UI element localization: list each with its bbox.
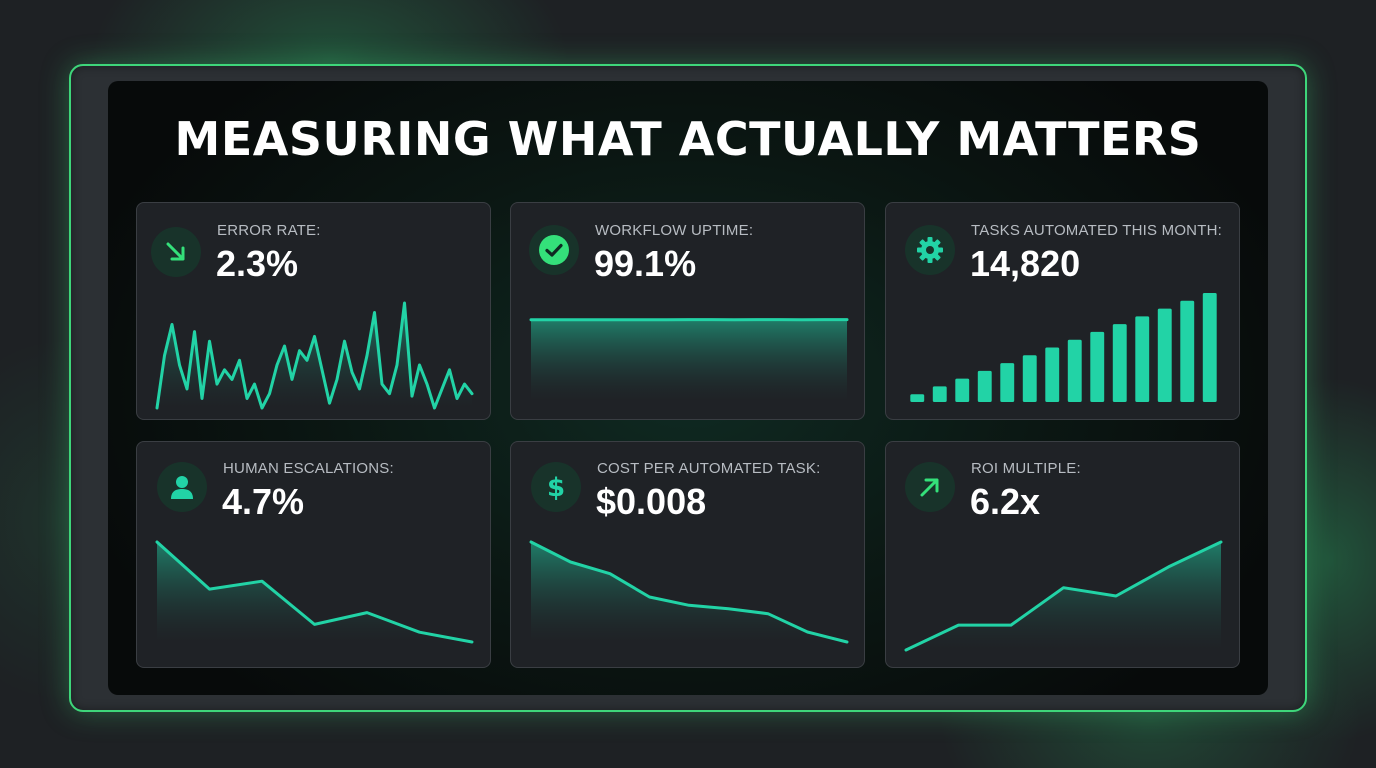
metric-card-cost-per-task[interactable]: $ COST PER AUTOMATED TASK: $0.008 <box>510 441 865 668</box>
workflow-uptime-chart <box>529 318 849 401</box>
metric-value: 2.3% <box>216 243 299 284</box>
series-line <box>529 540 849 644</box>
bar <box>1202 293 1217 402</box>
metric-card-human-escalations[interactable]: HUMAN ESCALATIONS: 4.7% <box>136 441 491 668</box>
bar <box>1000 363 1015 402</box>
metric-value: 99.1% <box>594 243 697 284</box>
area-fill <box>531 542 847 642</box>
area-fill <box>531 319 847 401</box>
area-fill <box>906 542 1221 650</box>
series-line <box>155 301 474 410</box>
metric-card-roi-multiple[interactable]: ROI MULTIPLE: 6.2x <box>885 441 1240 668</box>
page-title: MEASURING WHAT ACTUALLY MATTERS <box>174 112 1202 166</box>
metric-value: 6.2x <box>970 481 1041 522</box>
human-escalations-chart <box>155 540 474 644</box>
metric-card-error-rate[interactable]: ERROR RATE: 2.3% <box>136 202 491 420</box>
bar <box>910 394 925 402</box>
bar <box>1090 331 1105 402</box>
series-line <box>155 540 474 644</box>
cost-per-task-chart <box>529 540 849 644</box>
metric-label: ERROR RATE: <box>217 222 321 239</box>
bar <box>955 378 970 402</box>
bar <box>1180 300 1195 402</box>
trend-up-arrow-icon <box>905 462 955 512</box>
metric-label: ROI MULTIPLE: <box>971 460 1081 477</box>
error-rate-chart <box>155 301 474 410</box>
metric-label: WORKFLOW UPTIME: <box>595 222 754 239</box>
metric-label: TASKS AUTOMATED THIS MONTH: <box>971 222 1222 239</box>
metric-value: 14,820 <box>970 243 1081 284</box>
series-line <box>904 540 1223 652</box>
bar <box>932 386 947 402</box>
metric-card-workflow-uptime[interactable]: WORKFLOW UPTIME: 99.1% <box>510 202 865 420</box>
bar <box>1157 308 1172 402</box>
gear-icon <box>905 225 955 275</box>
metric-value: 4.7% <box>222 481 305 522</box>
roi-multiple-chart <box>904 540 1223 652</box>
area-fill <box>157 542 472 642</box>
svg-text:$: $ <box>547 473 565 502</box>
bar <box>1045 347 1060 402</box>
user-icon <box>157 462 207 512</box>
metric-value: $0.008 <box>596 481 707 522</box>
metric-label: COST PER AUTOMATED TASK: <box>597 460 821 477</box>
trend-down-arrow-icon <box>151 227 201 277</box>
check-circle-icon <box>529 225 579 275</box>
bar <box>1112 324 1127 402</box>
dollar-icon: $ <box>531 462 581 512</box>
metric-card-tasks-automated[interactable]: TASKS AUTOMATED THIS MONTH: 14,820 <box>885 202 1240 420</box>
bar <box>977 370 992 402</box>
bar <box>1135 316 1150 402</box>
metric-label: HUMAN ESCALATIONS: <box>223 460 394 477</box>
bar <box>1067 339 1082 402</box>
tasks-automated-chart <box>910 293 1217 402</box>
bar <box>1022 355 1037 402</box>
